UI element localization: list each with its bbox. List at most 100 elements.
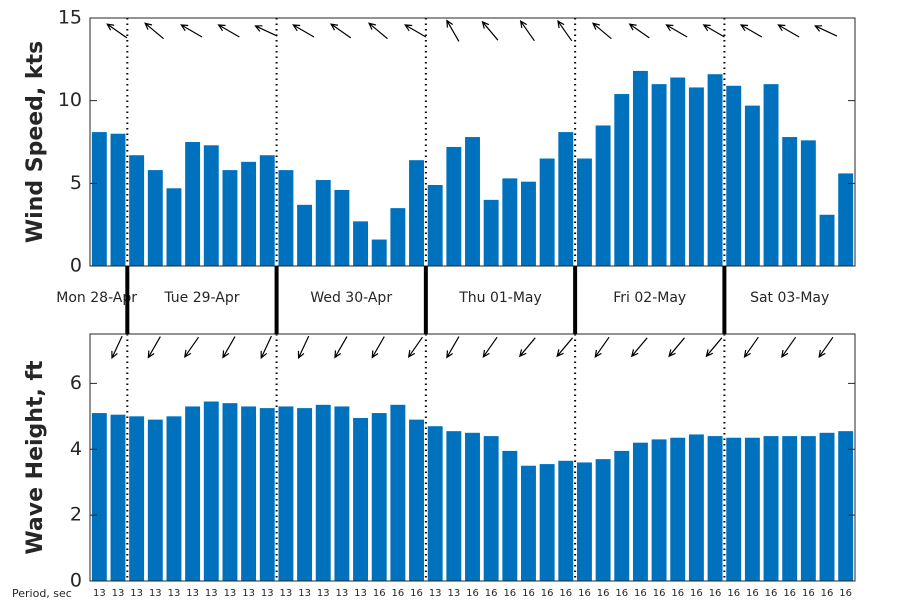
bar [297,204,313,266]
period-value: 13 [224,588,237,599]
direction-arrow [111,335,123,360]
bar [334,189,350,266]
period-value: 16 [373,588,386,599]
bar [91,413,107,581]
bar [651,439,667,581]
period-value: 16 [634,588,647,599]
bar [278,170,294,266]
direction-arrow [106,23,128,39]
bar [166,416,182,581]
y-tick-label: 0 [70,570,82,592]
bar [465,137,480,266]
period-value: 13 [261,588,274,599]
bar [446,431,462,581]
bar [632,442,648,581]
y-tick-label: 10 [58,89,82,111]
period-value: 16 [485,588,498,599]
period-value: 16 [578,588,591,599]
bar [241,161,257,266]
bar [259,155,275,266]
y-tick-label: 2 [70,504,82,526]
period-value: 13 [429,588,442,599]
period-value: 13 [280,588,293,599]
bar [707,74,723,266]
period-value: 16 [559,588,572,599]
bar [465,432,480,581]
bar [129,155,145,266]
period-value: 16 [783,588,796,599]
y-tick-label: 4 [70,438,82,460]
bar [315,404,331,581]
bar [726,437,742,581]
bar [353,221,369,266]
bar [688,434,704,581]
bar [222,170,238,266]
bar [670,77,686,267]
bar [483,199,499,266]
bar [409,160,424,266]
bar [726,85,742,266]
direction-arrow [334,336,348,359]
direction-arrow [446,19,460,42]
period-value: 13 [149,588,162,599]
direction-arrow [254,25,278,37]
day-label: Sat 03-May [750,290,829,306]
period-value: 16 [802,588,815,599]
bar [166,188,182,266]
period-value: 13 [298,588,311,599]
bar [595,125,611,266]
bar [502,178,518,266]
bar [409,419,424,581]
direction-arrow [329,23,352,39]
bar [222,403,238,581]
bar [521,465,536,581]
bar [259,408,275,581]
period-value: 13 [112,588,125,599]
direction-arrow [217,24,240,38]
period-value: 16 [615,588,628,599]
period-value: 16 [671,588,684,599]
direction-arrow [180,24,203,38]
bar [614,94,630,266]
day-label: Wed 30-Apr [310,290,392,306]
bar [427,426,443,581]
bar [521,181,536,266]
direction-arrow [777,24,800,38]
bar [315,180,331,266]
direction-arrow [702,24,725,38]
bar [539,464,555,581]
bar [371,239,387,266]
period-value: 16 [765,588,778,599]
bar [763,436,779,581]
bar [446,146,462,266]
period-value: 16 [503,588,516,599]
period-value: 16 [522,588,535,599]
direction-arrow [481,20,499,41]
period-value: 16 [391,588,404,599]
period-value: 13 [130,588,143,599]
bar [576,462,592,581]
direction-arrow [147,336,161,359]
bar [371,413,387,581]
direction-arrow [297,335,310,360]
direction-arrow [292,24,315,38]
direction-arrow [446,336,460,359]
direction-arrow [628,23,650,39]
bar [203,401,219,581]
y-tick-label: 15 [58,7,82,29]
day-label: Thu 01-May [458,290,542,306]
bar [782,137,798,266]
period-value: 16 [597,588,610,599]
day-label: Fri 02-May [613,290,686,306]
period-value: 13 [93,588,106,599]
direction-arrow [407,336,423,358]
bar [763,84,779,266]
period-value: 16 [839,588,852,599]
direction-arrow [371,336,385,359]
period-value: 16 [709,588,722,599]
y-tick-label: 5 [70,172,82,194]
direction-arrow [556,337,574,358]
bar [203,145,219,266]
bar [632,70,648,266]
